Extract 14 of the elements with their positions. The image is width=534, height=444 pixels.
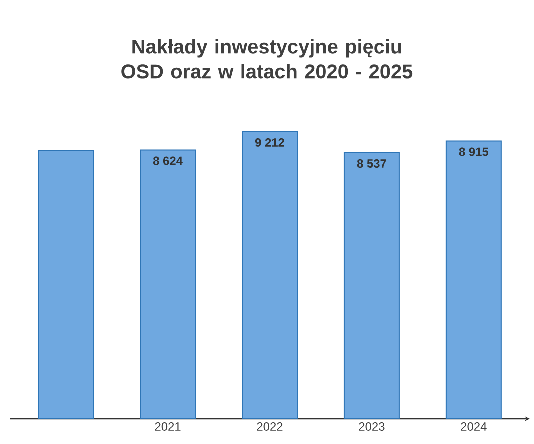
bar — [140, 150, 196, 420]
data-label: 8 624 — [153, 156, 183, 166]
bar — [344, 152, 400, 420]
data-label: 9 212 — [255, 138, 284, 147]
chart-title: Nakłady inwestycyjne pięciu OSD oraz w latach 2020 - 2025 — [122, 39, 413, 79]
x-tick-label: 2023 — [359, 422, 385, 431]
x-tick-label: 2021 — [155, 422, 181, 431]
x-tick-label: 2022 — [257, 422, 283, 431]
data-label: 8 915 — [459, 148, 489, 156]
data-label: 8 537 — [357, 160, 386, 168]
x-tick-label: 2024 — [461, 422, 487, 431]
bar — [38, 150, 94, 420]
bar — [446, 140, 502, 420]
bar — [242, 131, 298, 420]
